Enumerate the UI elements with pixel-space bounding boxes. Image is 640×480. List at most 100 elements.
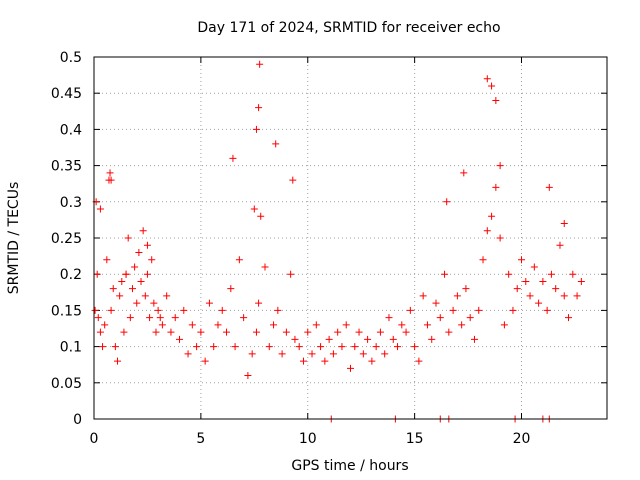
data-point	[122, 270, 130, 278]
data-point	[530, 263, 538, 271]
data-point	[176, 335, 183, 343]
data-point	[197, 328, 205, 336]
y-tick-label: 0.05	[51, 376, 82, 392]
data-point	[295, 343, 303, 351]
data-point	[560, 292, 568, 300]
data-point	[445, 328, 453, 336]
data-point	[338, 343, 346, 351]
data-point	[351, 343, 359, 351]
data-point	[385, 314, 393, 322]
data-point	[505, 270, 513, 278]
data-point	[205, 299, 213, 307]
data-point	[99, 343, 107, 351]
data-point	[143, 241, 151, 249]
data-point	[261, 263, 269, 271]
data-point	[423, 321, 431, 329]
data-point	[492, 183, 500, 191]
data-point	[522, 277, 530, 285]
data-point	[428, 335, 436, 343]
data-point	[470, 335, 478, 343]
data-point	[107, 176, 115, 184]
data-point	[148, 256, 156, 264]
data-point	[94, 314, 102, 322]
grid-layer	[94, 57, 607, 419]
data-point	[154, 306, 162, 314]
data-point	[543, 306, 551, 314]
data-point	[218, 306, 226, 314]
data-point	[231, 343, 239, 351]
x-tick-label: 15	[406, 431, 424, 447]
data-point	[443, 198, 451, 206]
data-point	[449, 306, 457, 314]
data-point	[545, 183, 553, 191]
data-point	[376, 328, 384, 336]
data-point	[500, 321, 508, 329]
data-point	[131, 263, 139, 271]
data-point	[492, 96, 500, 104]
data-point	[329, 350, 337, 358]
data-point	[547, 270, 555, 278]
data-point	[124, 234, 132, 242]
data-point	[150, 299, 158, 307]
data-point	[101, 321, 109, 329]
data-point	[214, 321, 222, 329]
data-point	[106, 169, 114, 177]
data-point	[223, 328, 231, 336]
data-point	[227, 285, 235, 293]
data-point	[272, 140, 280, 148]
data-point	[278, 350, 286, 358]
x-tick-label: 5	[196, 431, 205, 447]
data-point	[111, 343, 119, 351]
data-point	[93, 270, 101, 278]
data-point	[133, 299, 141, 307]
data-point	[419, 292, 427, 300]
data-point	[381, 350, 389, 358]
data-point	[496, 162, 504, 170]
y-tick-label: 0.35	[51, 159, 82, 175]
y-tick-label: 0.2	[60, 267, 82, 283]
data-point	[577, 277, 585, 285]
data-point	[415, 357, 423, 365]
data-point	[210, 343, 218, 351]
data-point	[118, 277, 126, 285]
data-point	[114, 357, 122, 365]
data-point	[139, 227, 147, 235]
data-point	[359, 350, 367, 358]
data-point	[556, 241, 564, 249]
data-point	[109, 285, 117, 293]
data-point	[458, 321, 466, 329]
data-points	[91, 60, 585, 423]
data-point	[91, 306, 99, 314]
data-point	[120, 328, 128, 336]
x-tick-label: 10	[299, 431, 317, 447]
data-point	[229, 154, 237, 162]
data-point	[252, 125, 260, 133]
data-point	[156, 314, 164, 322]
y-tick-label: 0.5	[60, 50, 82, 66]
data-point	[453, 292, 461, 300]
data-point	[483, 227, 491, 235]
data-point	[552, 285, 560, 293]
y-tick-label: 0.4	[60, 122, 82, 138]
data-point	[347, 364, 354, 372]
data-point	[509, 306, 517, 314]
data-point	[565, 314, 573, 322]
data-point	[282, 328, 290, 336]
data-point	[96, 328, 104, 336]
data-point	[308, 350, 316, 358]
data-point	[488, 82, 496, 90]
data-point	[342, 321, 350, 329]
y-tick-label: 0.15	[51, 303, 82, 319]
data-point	[103, 256, 111, 264]
data-point	[368, 357, 376, 365]
data-point	[126, 314, 134, 322]
data-point	[488, 212, 496, 220]
data-point	[325, 335, 333, 343]
data-point	[257, 212, 265, 220]
data-point	[402, 328, 410, 336]
data-point	[411, 343, 419, 351]
data-point	[270, 321, 278, 329]
data-point	[372, 343, 380, 351]
data-point	[180, 306, 188, 314]
data-point	[201, 357, 209, 365]
